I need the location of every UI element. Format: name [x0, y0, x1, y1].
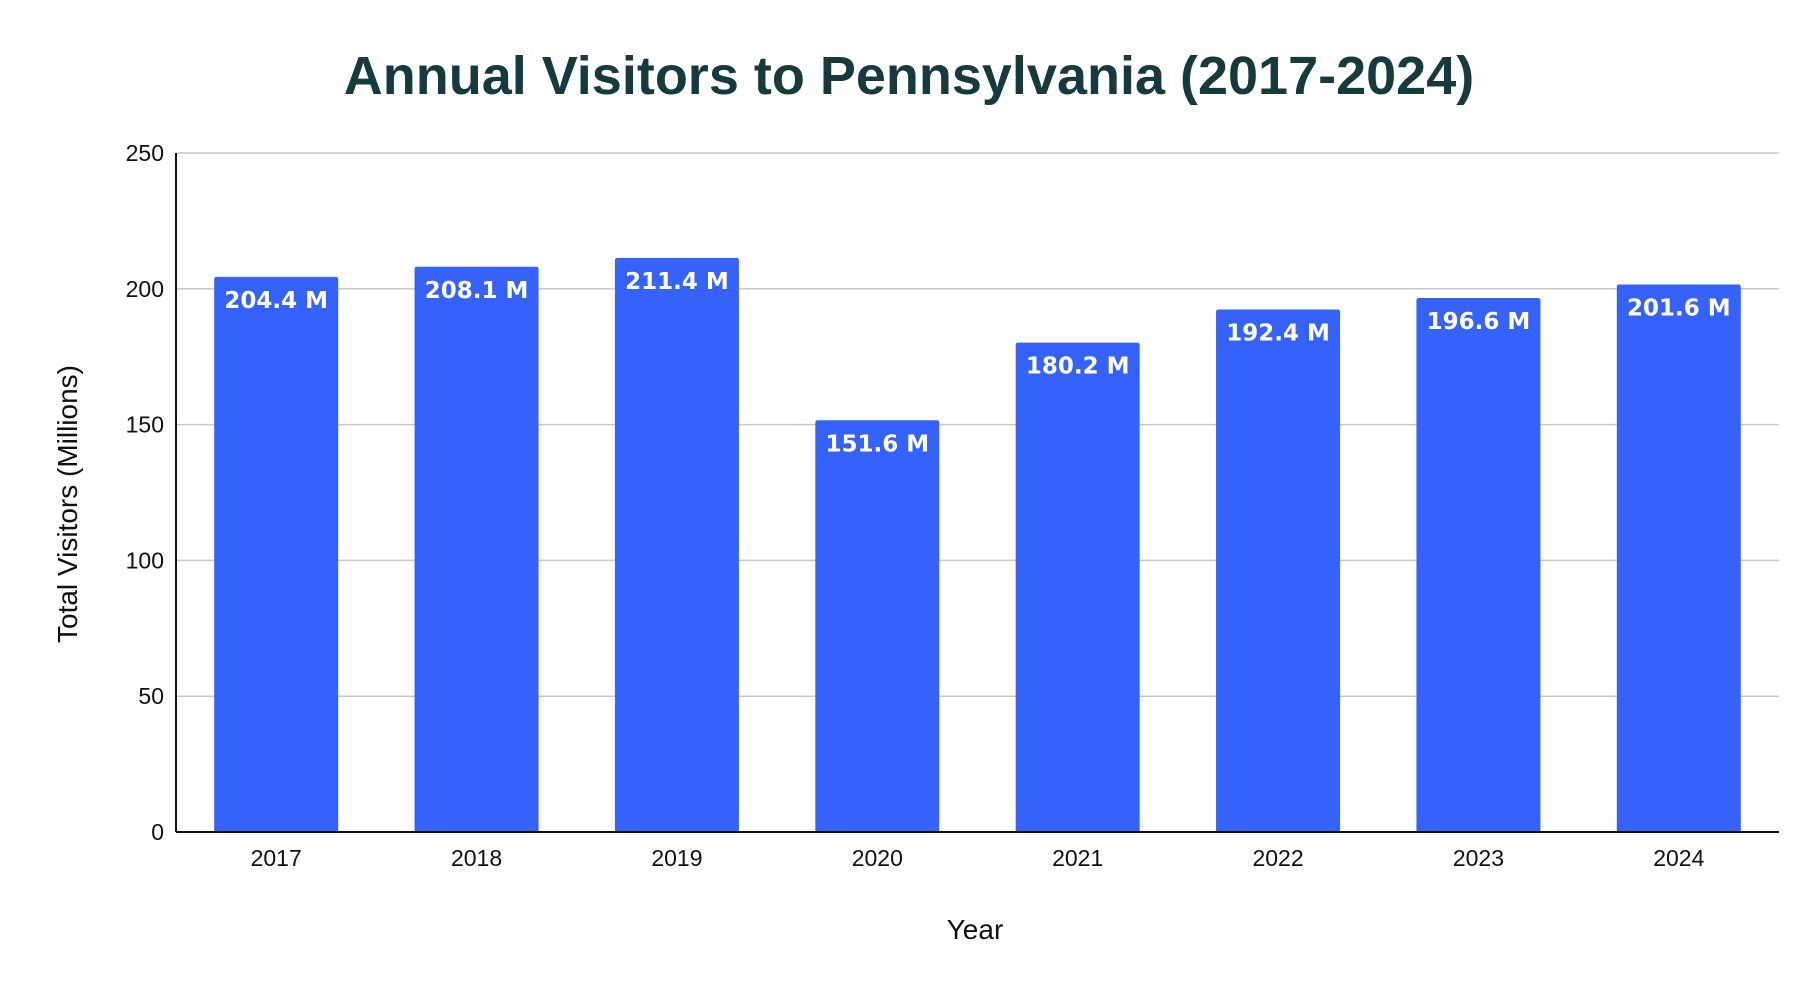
x-tick-label-2019: 2019	[651, 845, 702, 871]
bar-2020	[815, 420, 940, 832]
x-tick-label-2018: 2018	[451, 845, 502, 871]
y-tick-label: 150	[126, 412, 164, 438]
data-label-2020: 151.6 M	[825, 431, 929, 457]
bar-2024	[1616, 284, 1741, 832]
bars	[214, 257, 1741, 832]
chart-title: Annual Visitors to Pennsylvania (2017-20…	[344, 46, 1474, 106]
y-axis-title: Total Visitors (Millions)	[52, 365, 83, 643]
bar-2022	[1216, 309, 1341, 832]
data-labels: 204.4 M 208.1 M 211.4 M 151.6 M 180.2 M 192.4…	[224, 269, 1730, 457]
bar-2019	[614, 257, 739, 832]
y-axis-ticks: 0 50 100 150 200 250	[126, 140, 164, 845]
x-tick-label-2017: 2017	[251, 845, 302, 871]
data-label-2017: 204.4 M	[224, 288, 328, 314]
data-label-2024: 201.6 M	[1627, 295, 1731, 321]
x-axis-title: Year	[947, 914, 1004, 945]
bar-2017	[214, 276, 339, 832]
x-axis-ticks: 2017 2018 2019 2020 2021 2022 2023 2024	[251, 845, 1705, 871]
data-label-2023: 196.6 M	[1427, 309, 1531, 335]
bar-2023	[1416, 298, 1541, 832]
x-tick-label-2021: 2021	[1052, 845, 1103, 871]
y-tick-label: 0	[151, 819, 164, 845]
bar-2021	[1015, 342, 1140, 832]
data-label-2021: 180.2 M	[1026, 354, 1130, 380]
x-tick-label-2022: 2022	[1252, 845, 1303, 871]
x-tick-label-2020: 2020	[852, 845, 903, 871]
data-label-2019: 211.4 M	[625, 269, 729, 295]
y-tick-label: 100	[126, 547, 164, 573]
data-label-2018: 208.1 M	[425, 278, 529, 304]
bar-2018	[414, 266, 539, 832]
x-tick-label-2024: 2024	[1653, 845, 1704, 871]
x-tick-label-2023: 2023	[1453, 845, 1504, 871]
data-label-2022: 192.4 M	[1226, 320, 1330, 346]
y-tick-label: 250	[126, 140, 164, 166]
y-tick-label: 50	[138, 683, 164, 709]
y-tick-label: 200	[126, 276, 164, 302]
